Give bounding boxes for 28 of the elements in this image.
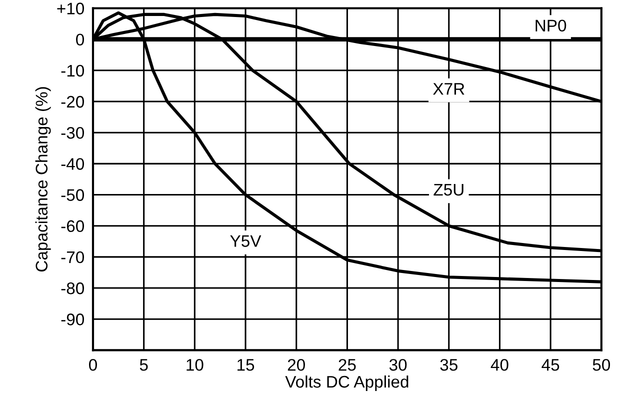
x-tick-label: 5 [140, 359, 148, 371]
series-label: NP0 [536, 20, 566, 32]
x-tick-label: 50 [592, 358, 610, 371]
y-tick-label: -80 [61, 282, 84, 294]
y-tick-label: -10 [61, 64, 84, 77]
x-tick-label: 45 [542, 359, 560, 371]
x-tick-label: 15 [238, 359, 254, 371]
y-tick-label: -50 [61, 189, 84, 201]
series-label: Y5V [230, 235, 262, 247]
x-tick-label: 25 [338, 358, 356, 371]
y-tick-label: +10 [57, 2, 84, 14]
x-tick-label: 20 [288, 358, 305, 371]
x-tick-label: 0 [89, 358, 97, 371]
x-tick-label: 10 [186, 358, 204, 371]
x-tick-label: 35 [440, 358, 458, 371]
y-tick-label: -60 [61, 220, 84, 232]
y-tick-label: 0 [76, 34, 84, 46]
y-tick-label: -40 [61, 158, 84, 170]
y-tick-label: -70 [61, 251, 84, 264]
x-axis-title: Volts DC Applied [285, 375, 408, 391]
series-label: X7R [433, 83, 464, 95]
x-tick-label: 40 [490, 358, 508, 371]
series-label: Z5U [434, 184, 464, 196]
y-tick-label: -90 [61, 314, 84, 326]
y-tick-label: -30 [61, 126, 84, 139]
y-axis-title: Capacitance Change (%) [35, 87, 51, 272]
x-tick-label: 30 [389, 358, 407, 371]
y-tick-label: -20 [61, 96, 84, 108]
